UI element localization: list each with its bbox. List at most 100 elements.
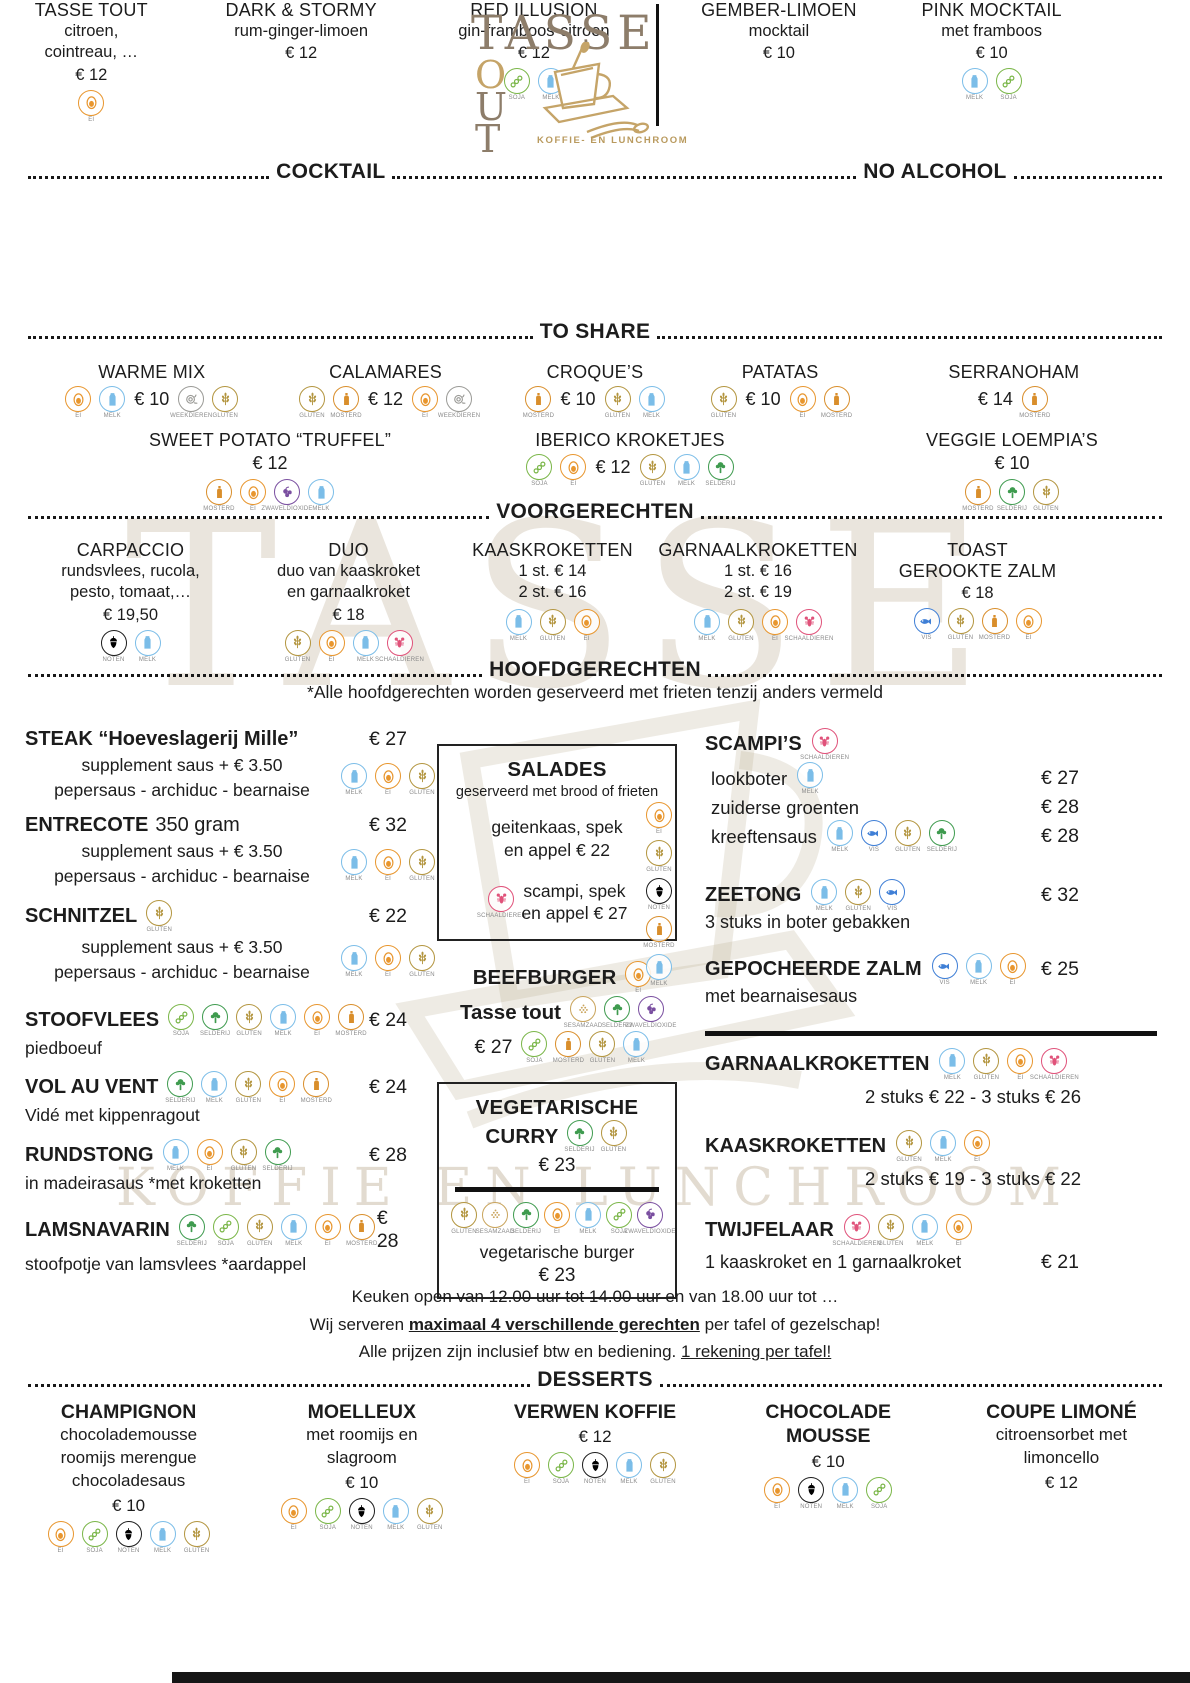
allergen-ei-icon: EI: [1014, 608, 1044, 641]
item-price: € 10: [345, 1473, 379, 1493]
allergen-icons: SELDERIJ GLUTEN: [564, 1120, 629, 1153]
item-price: € 12: [252, 453, 288, 473]
allergen-ei-icon: EI: [962, 1129, 992, 1163]
menu-item-vol-au-vent: VOL AU VENT SELDERIJ MELK GLUTEN EI MOSTERD …: [25, 1071, 437, 1126]
item-desc: 2 st. € 19: [724, 583, 792, 602]
salade-entry-2: SCHAALDIEREN scampi, spek en appel € 27: [445, 880, 669, 926]
allergen-melk-icon: MELK: [614, 1452, 644, 1485]
entry-line: en appel € 27: [521, 903, 628, 924]
variant-name: lookboter: [711, 767, 788, 789]
menu-item-carpaccio: CARPACCIO rundsvlees, rucola, pesto, tom…: [28, 540, 233, 663]
mains-middle-column: SALADES geserveerd met brood of frieten …: [437, 716, 685, 1300]
note-prices: Alle prijzen zijn inclusief btw en bedie…: [0, 1338, 1190, 1366]
allergen-schaaldieren-icon: SCHAALDIEREN: [375, 629, 424, 663]
section-header-hoofdgerechten: HOOFDGERECHTEN: [28, 658, 1162, 682]
menu-item-scampis: SCAMPI’S SCHAALDIEREN lookboter MELK € 2…: [705, 728, 1165, 853]
item-price: € 12: [1044, 1473, 1078, 1493]
item-price: € 10: [134, 389, 170, 409]
item-price: € 24: [369, 1076, 407, 1098]
allergen-icons-side: EI GLUTEN NOTEN MOSTERD MELK: [643, 802, 675, 987]
header-voorgerechten: VOORGERECHTEN: [496, 500, 694, 523]
hoofdgerechten-note: *Alle hoofdgerechten worden geserveerd m…: [307, 682, 883, 702]
allergen-gluten-icon: GLUTEN: [297, 386, 327, 419]
item-price-line: 2 stuks € 19 - 3 stuks € 22: [865, 1167, 1081, 1189]
allergen-icons: EI: [76, 89, 106, 123]
allergen-melk-icon: MELK: [504, 608, 534, 642]
variant-price: € 28: [1041, 825, 1079, 847]
item-name: TASSE TOUT: [34, 0, 148, 20]
item-desc: met framboos: [941, 22, 1043, 40]
allergen-gluten-icon: GLUTEN: [245, 1213, 275, 1247]
dotted-leader: [657, 325, 1162, 339]
item-title: STEAK “Hoeveslagerij Mille”: [25, 728, 299, 750]
allergen-ei-icon: EI: [302, 1004, 332, 1037]
item-desc: 1 st. € 14: [518, 562, 587, 580]
menu-item-gepocheerde-zalm: GEPOCHEERDE ZALM VIS MELK EI € 25 met bear…: [705, 953, 1165, 1007]
allergen-gluten-icon: GLUTEN: [971, 1047, 1001, 1081]
allergen-mosterd-icon: MOSTERD: [523, 386, 554, 419]
allergen-gluten-icon: GLUTEN: [234, 1004, 264, 1037]
allergen-ei-icon: EI: [317, 629, 347, 663]
allergen-soja-icon: SOJA: [502, 68, 532, 101]
allergen-gluten-icon: GLUTEN: [449, 1201, 479, 1235]
item-desc: gin-framboos-citroen: [458, 22, 610, 40]
allergen-melk-icon: MELK: [960, 68, 990, 101]
item-name: CARPACCIO: [76, 540, 185, 560]
allergen-mosterd-icon: MOSTERD: [962, 479, 994, 512]
allergen-melk-icon: MELK: [637, 386, 667, 419]
allergen-melk-icon: MELK: [97, 386, 127, 419]
item-desc: 3 stuks in boter gebakken: [705, 912, 911, 932]
menu-item-chocolade-mousse: CHOCOLADE MOUSSE € 10 EI NOTEN MELK SOJA: [712, 1400, 945, 1554]
mains-grid: STEAK “Hoeveslagerij Mille” € 27 supplem…: [25, 716, 1165, 1300]
allergen-zwaveldioxide-icon: ZWAVELDIOXIDE: [261, 479, 312, 512]
allergen-ei-icon: EI: [267, 1071, 297, 1104]
allergen-noten-icon: NOTEN: [99, 629, 129, 663]
item-price: € 10: [994, 453, 1030, 473]
menu-item-duo: DUO duo van kaaskroket en garnaalkroket …: [251, 540, 446, 663]
allergen-melk-icon: MELK: [644, 954, 674, 987]
menu-item-moelleux: MOELLEUX met roomijs en slagroom € 10 EI…: [245, 1400, 478, 1554]
allergen-mosterd-icon: MOSTERD: [821, 386, 852, 419]
allergen-ei-icon: EI: [998, 953, 1028, 986]
logo: TASSE O U T KOFFIE- EN LUNCHROOM: [0, 4, 1190, 158]
allergen-selderij-icon: SELDERIJ: [564, 1120, 595, 1153]
item-price: € 10: [745, 389, 781, 409]
menu-item-serranoham: SERRANOHAM € 14 MOSTERD: [868, 362, 1160, 419]
item-price: € 12: [285, 44, 318, 63]
allergen-ei-icon: EI: [238, 479, 268, 512]
allergen-icons: MOSTERD: [523, 386, 554, 419]
entry-line: scampi, spek: [523, 880, 626, 901]
desserts-row: CHAMPIGNON chocolademousse roomijs meren…: [12, 1400, 1178, 1554]
item-price: € 18: [332, 605, 365, 624]
menu-item-kaaskroketten-voor: KAASKROKETTEN 1 st. € 14 2 st. € 16 MELK…: [460, 540, 645, 663]
logo-letter-t: T: [475, 117, 501, 161]
allergen-ei-icon: EI: [572, 608, 602, 642]
allergen-melk-icon: MELK: [621, 1031, 651, 1064]
item-name: CHOCOLADE MOUSSE: [765, 1401, 892, 1448]
item-price: € 10: [560, 389, 596, 409]
allergen-melk-icon: MELK: [351, 629, 381, 663]
allergen-soja-icon: SOJA: [80, 1521, 110, 1554]
note-text: Wij serveren: [309, 1314, 409, 1334]
entry-line: en appel € 22: [503, 839, 611, 860]
allergen-selderij-icon: SELDERIJ: [927, 820, 957, 853]
allergen-ei-icon: EI: [63, 386, 93, 419]
allergen-mosterd-icon: MOSTERD: [330, 386, 362, 419]
allergen-schaaldieren-icon: SCHAALDIEREN: [832, 1213, 881, 1247]
section-header-voorgerechten: VOORGERECHTEN: [28, 500, 1162, 524]
item-price: € 32: [369, 814, 407, 836]
dotted-leader: [28, 325, 533, 339]
item-title: BEEFBURGER: [472, 965, 617, 989]
allergen-icons: MELK GLUTEN EI SCHAALDIEREN: [937, 1047, 1079, 1081]
allergen-ei-icon: EI: [944, 1213, 974, 1247]
allergen-soja-icon: SOJA: [864, 1476, 894, 1510]
menu-item-garnaalkroketten-voor: GARNAALKROKETTEN 1 st. € 16 2 st. € 19 M…: [653, 540, 863, 663]
menu-item-verwen-koffie: VERWEN KOFFIE € 12 EI SOJA NOTEN MELK GLUTEN: [478, 1400, 711, 1554]
allergen-ei-icon: EI: [558, 454, 588, 487]
allergen-soja-icon: SOJA: [994, 68, 1024, 101]
allergen-weekdieren-icon: WEEKDIEREN: [438, 386, 480, 419]
item-price: € 28: [376, 1207, 399, 1252]
menu-item-schnitzel: SCHNITZEL GLUTEN € 22 supplement saus + …: [25, 900, 437, 984]
allergen-soja-icon: SOJA: [604, 1201, 634, 1235]
item-price: € 18: [961, 584, 994, 602]
